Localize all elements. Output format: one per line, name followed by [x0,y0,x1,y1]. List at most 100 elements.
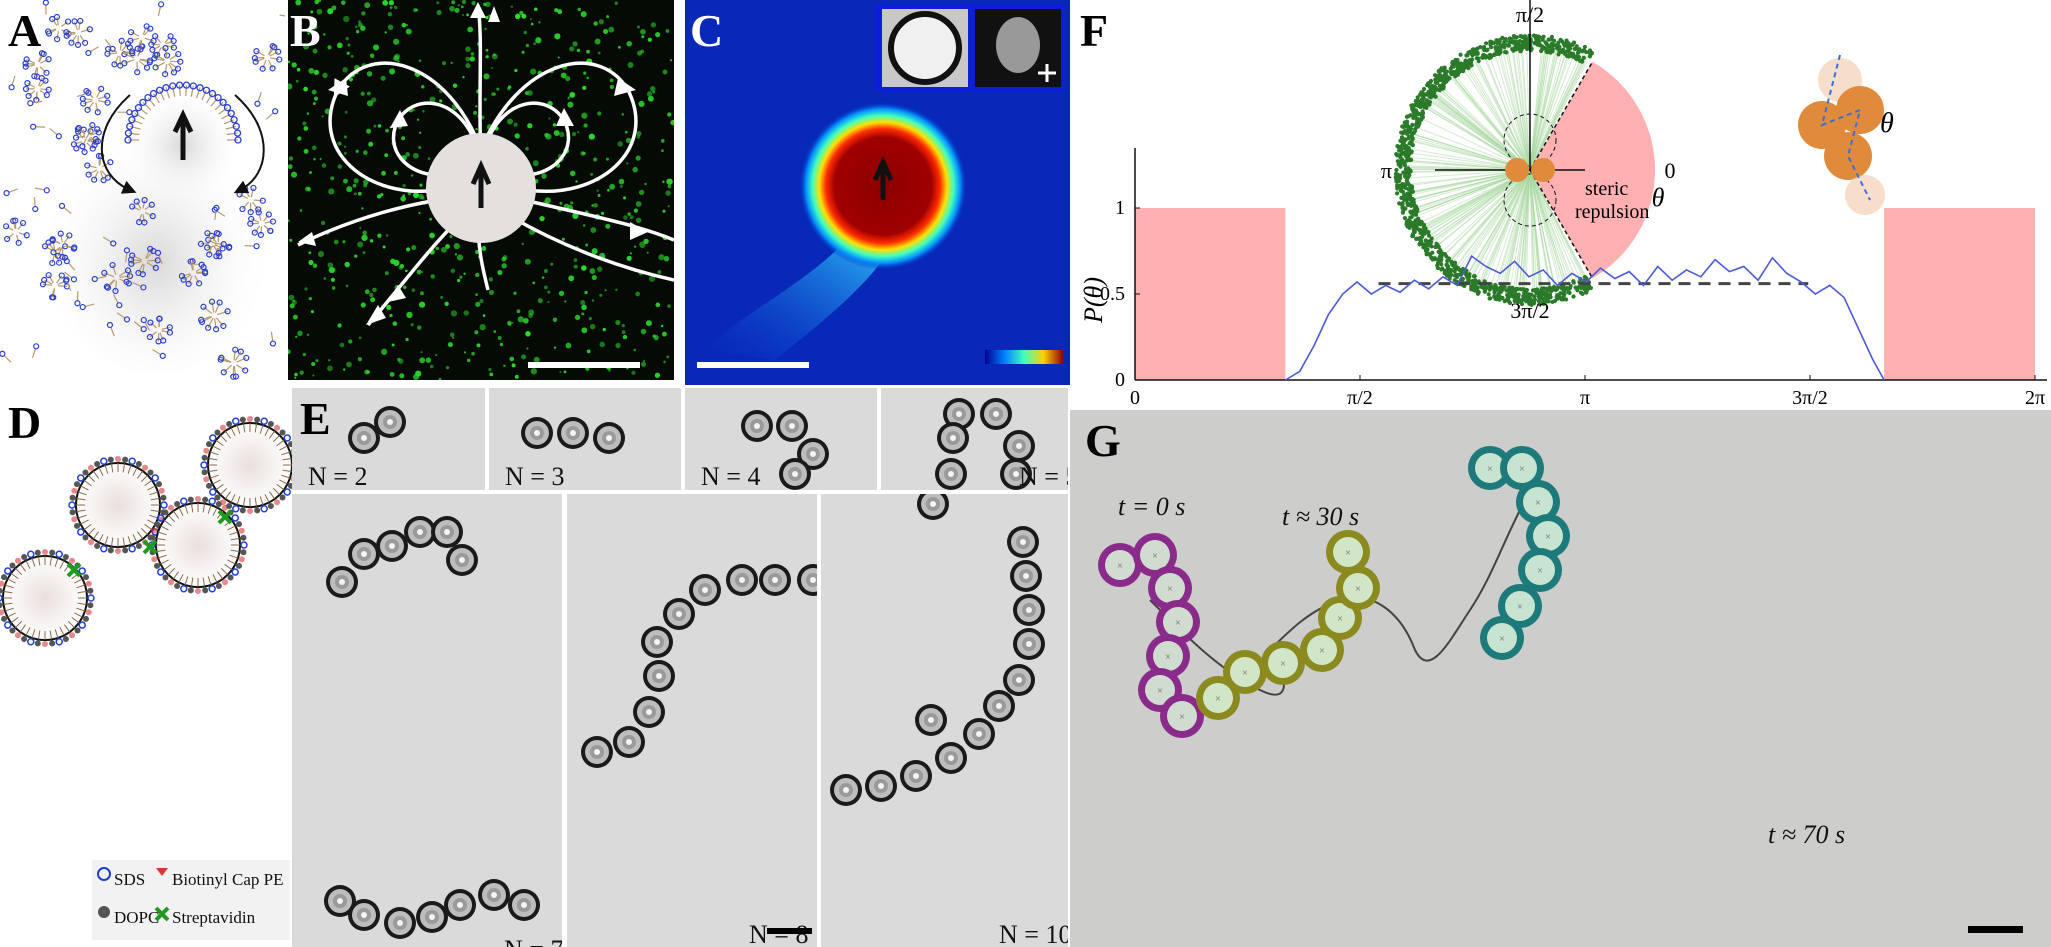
droplet [935,742,967,774]
droplet [741,410,773,442]
panel-b [288,0,674,380]
droplet [865,770,897,802]
excluded-region [1884,208,2035,380]
surfactant-monomer [42,0,49,15]
surfactant-monomer [64,271,78,283]
panel-e: N = 2N = 3N = 4N = 5N = 6N = 7N = 8N = 1… [292,388,1068,947]
micelle [129,197,156,226]
surfactant-monomer [63,258,76,271]
droplet [1003,664,1035,696]
panel-label-g: G [1085,415,1121,466]
droplet [348,538,380,570]
micelle [251,43,283,72]
legend-dopc: DOPC [114,908,160,927]
droplet [521,417,553,449]
legend-biotinyl: Biotinyl Cap PE [172,870,284,889]
droplet [797,564,817,596]
surfactant-monomer [91,275,107,283]
panel-label-a: A [8,5,42,56]
time-label-0: t = 0 s [1118,492,1186,521]
surfactant-monomer [85,46,99,57]
chain-size-label: N = 10 [999,920,1068,947]
scale-bar [697,362,809,368]
panel-label-d: D [8,397,42,448]
micelles [0,0,285,380]
panel-a-schematic [0,0,285,380]
chain-frame: N = 10 [821,494,1068,947]
polar-theta-label: θ [1652,183,1665,212]
surfactant-monomer [63,276,72,292]
polar-label-left: π [1381,158,1392,183]
droplet [726,564,758,596]
steric-label: steric [1585,178,1628,200]
droplet [641,626,673,658]
streptavidin-link-icon [142,539,158,555]
svg-text:×: × [1242,668,1248,679]
droplet [416,901,448,933]
direction-arrow-icon [470,159,492,208]
droplet [444,889,476,921]
droplet [776,410,808,442]
scale-bar [1968,926,2023,933]
surfactant-monomer [123,247,131,263]
repulsion-label: repulsion [1575,201,1649,223]
droplet [915,704,947,736]
svg-text:×: × [1215,694,1221,705]
surfactant-monomer [213,204,220,220]
excluded-region [1135,208,1286,380]
scale-bar [528,362,640,368]
droplet [917,494,949,520]
svg-text:×: × [1175,618,1181,629]
droplet [900,760,932,792]
x-tick-label: 3π/2 [1792,387,1828,409]
surfactant-monomer [30,123,46,130]
steric-repulsion-sector [1530,61,1655,279]
svg-text:×: × [1545,532,1551,543]
scale-bar [767,928,812,934]
svg-text:×: × [1535,498,1541,509]
droplet [1003,430,1035,462]
y-tick-label: 1 [1115,197,1125,219]
droplet-chain: × × × × × × × [1098,533,1204,738]
svg-text:×: × [1345,548,1351,559]
surfactant-monomer [79,303,95,311]
droplet [374,406,406,438]
colorbar-max: 1 [1374,364,1384,386]
droplet [1007,526,1039,558]
surfactant-monomer [32,343,40,358]
droplet [980,398,1012,430]
surfactant-monomer [3,188,19,197]
surfactant-monomer [106,321,115,337]
surfactant-monomer [154,249,163,265]
chain-size-label: N = 2 [308,462,368,490]
droplet [779,458,811,490]
y-axis-label: P(θ) [1080,277,1108,324]
flow-arrow-right [233,94,265,194]
colorbar [985,350,1063,364]
sds-icon [97,867,111,881]
droplet [384,907,416,939]
surfactant-monomer [32,197,39,213]
polar-label-right: 0 [1665,158,1676,183]
x-tick-label: π/2 [1347,387,1373,409]
droplet [431,516,463,548]
droplet [963,718,995,750]
micelle [72,121,102,150]
legend-streptavidin: Streptavidin [172,908,256,927]
droplet [1013,628,1045,660]
panel-d-legend: SDS Biotinyl Cap PE DOPC Streptavidin [92,860,290,940]
droplet [830,774,862,806]
micelle [63,17,93,48]
direction-arrow-icon [872,155,894,200]
droplet [581,736,613,768]
micelle [22,75,52,104]
surfactant-monomer [133,321,147,333]
surfactant-monomer [152,349,166,360]
chain-frame: N = 3 [489,388,681,490]
streptavidin-link-icon [217,509,233,525]
time-label-30: t ≈ 30 s [1282,502,1360,531]
surfactant-monomer [0,350,12,363]
polar-plot [1393,0,1655,307]
panel-g: × × × × × × × × × × × × × × × × × × × × × [1070,410,2051,947]
micelle [178,258,209,287]
